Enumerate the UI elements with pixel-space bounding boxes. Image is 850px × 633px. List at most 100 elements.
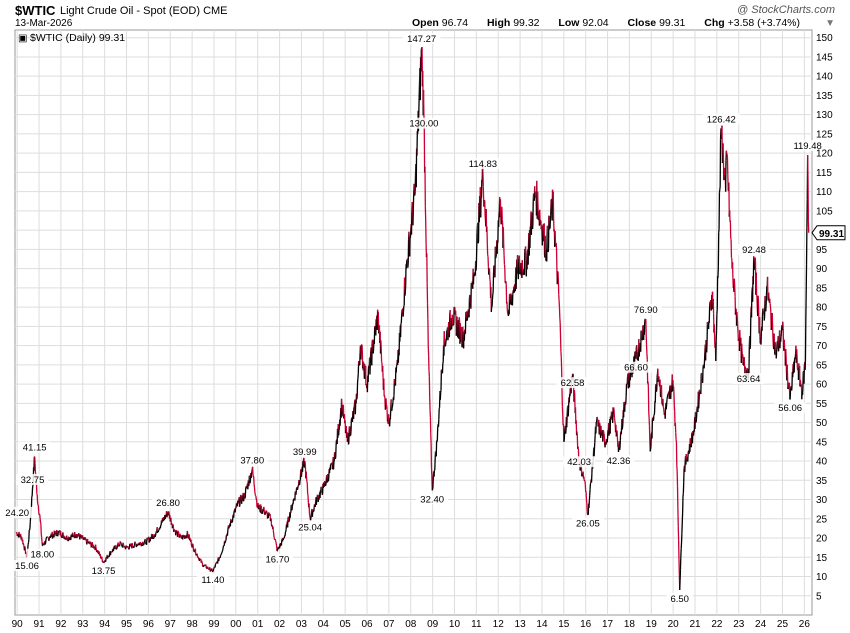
price-annotation: 25.04	[294, 521, 327, 534]
annotation-label: 32.40	[420, 494, 444, 505]
close-label: Close	[627, 17, 657, 29]
y-tick-label: 15	[816, 553, 828, 564]
y-tick-label: 90	[816, 264, 828, 275]
price-annotation: 92.48	[738, 244, 771, 256]
chg-label: Chg	[704, 17, 725, 29]
annotation-bg	[416, 493, 449, 505]
x-tick-label: 20	[668, 619, 680, 630]
annotation-label: 39.99	[293, 447, 317, 458]
annotation-bg	[16, 473, 49, 485]
high-value: 99.32	[513, 17, 540, 29]
instrument-title: Light Crude Oil - Spot (EOD)	[60, 5, 200, 17]
x-tick-label: 17	[602, 619, 614, 630]
annotation-bg	[556, 377, 589, 389]
annotation-label: 63.64	[737, 374, 761, 385]
y-tick-label: 25	[816, 514, 828, 525]
x-tick-label: 92	[55, 619, 67, 630]
annotation-label: 114.83	[469, 159, 497, 170]
x-tick-label: 26	[799, 619, 811, 630]
x-tick-label: 09	[427, 619, 439, 630]
current-price-label: 99.31	[819, 229, 844, 240]
price-annotation: 130.00	[405, 117, 443, 130]
y-tick-label: 140	[816, 72, 833, 83]
x-tick-label: 11	[471, 619, 482, 630]
low-label: Low	[558, 17, 580, 29]
x-tick-label: 12	[493, 619, 505, 630]
price-annotation: 42.36	[602, 454, 635, 467]
price-annotation: 42.03	[563, 456, 596, 468]
price-annotation: 26.05	[571, 517, 604, 530]
annotation-label: 25.04	[298, 523, 322, 534]
annotation-label: 126.42	[707, 114, 736, 125]
annotation-label: 76.90	[634, 305, 658, 316]
x-tick-label: 25	[777, 619, 789, 630]
y-tick-label: 70	[816, 341, 828, 352]
annotation-bg	[738, 244, 771, 256]
x-tick-label: 98	[187, 619, 199, 630]
price-annotation: 63.64	[732, 373, 765, 385]
legend-icon: ▣	[18, 33, 27, 44]
collapse-triangle-icon[interactable]: ▼	[825, 18, 835, 29]
price-annotation: 6.50	[666, 592, 693, 605]
y-tick-label: 95	[816, 245, 828, 256]
ohlc-readout: Open 96.74 High 99.32 Low 92.04 Close 99…	[412, 17, 816, 29]
annotation-label: 6.50	[670, 594, 689, 605]
annotation-bg	[26, 548, 59, 560]
x-tick-label: 94	[99, 619, 111, 630]
annotation-bg	[18, 441, 51, 453]
y-tick-label: 80	[816, 303, 828, 314]
x-tick-label: 95	[121, 619, 133, 630]
x-tick-label: 04	[318, 619, 330, 630]
y-tick-label: 125	[816, 129, 833, 140]
x-tick-label: 96	[143, 619, 155, 630]
y-tick-label: 85	[816, 283, 828, 294]
x-tick-label: 00	[230, 619, 242, 630]
annotation-label: 147.27	[407, 34, 436, 45]
chart-legend: ▣ $WTIC (Daily) 99.31	[18, 32, 125, 44]
annotation-bg	[152, 496, 185, 508]
x-tick-label: 23	[733, 619, 745, 630]
annotation-bg	[236, 454, 269, 466]
y-tick-label: 130	[816, 110, 833, 121]
x-tick-label: 14	[536, 619, 548, 630]
y-tick-label: 115	[816, 168, 832, 179]
annotation-label: 11.40	[201, 575, 224, 586]
price-annotation: 62.58	[556, 377, 589, 389]
x-tick-label: 15	[558, 619, 570, 630]
annotation-bg	[402, 33, 441, 45]
price-annotation: 114.83	[464, 158, 502, 170]
annotation-bg	[261, 553, 294, 565]
y-tick-label: 35	[816, 476, 828, 487]
annotation-label: 92.48	[742, 245, 766, 256]
symbol-label: $WTIC	[15, 3, 56, 18]
y-tick-label: 50	[816, 418, 828, 429]
x-tick-label: 93	[77, 619, 89, 630]
x-tick-label: 90	[12, 619, 24, 630]
chg-value: +3.58 (+3.74%)	[727, 17, 800, 29]
x-tick-label: 06	[361, 619, 373, 630]
annotation-label: 24.20	[5, 508, 29, 519]
x-tick-label: 97	[165, 619, 177, 630]
price-annotation: 119.48	[788, 140, 827, 152]
x-tick-label: 24	[755, 619, 767, 630]
price-annotation: 56.06	[774, 402, 807, 414]
high-label: High	[486, 17, 511, 29]
x-tick-label: 22	[711, 619, 723, 630]
y-tick-label: 10	[816, 572, 828, 583]
y-tick-label: 60	[816, 380, 828, 391]
y-tick-label: 20	[816, 534, 828, 545]
annotation-label: 26.05	[576, 519, 600, 530]
annotation-bg	[702, 113, 741, 125]
annotation-label: 37.80	[240, 456, 264, 467]
x-tick-label: 16	[580, 619, 592, 630]
x-tick-label: 08	[405, 619, 417, 630]
annotation-bg	[464, 158, 502, 170]
y-tick-label: 150	[816, 33, 833, 44]
x-tick-label: 07	[383, 619, 395, 630]
annotation-label: 41.15	[23, 443, 47, 454]
annotation-bg	[288, 446, 321, 458]
watermark-link[interactable]: @ StockCharts.com	[737, 4, 835, 16]
price-annotation: 18.00	[26, 548, 59, 561]
price-annotation: 37.80	[236, 454, 269, 467]
x-tick-label: 18	[624, 619, 636, 630]
